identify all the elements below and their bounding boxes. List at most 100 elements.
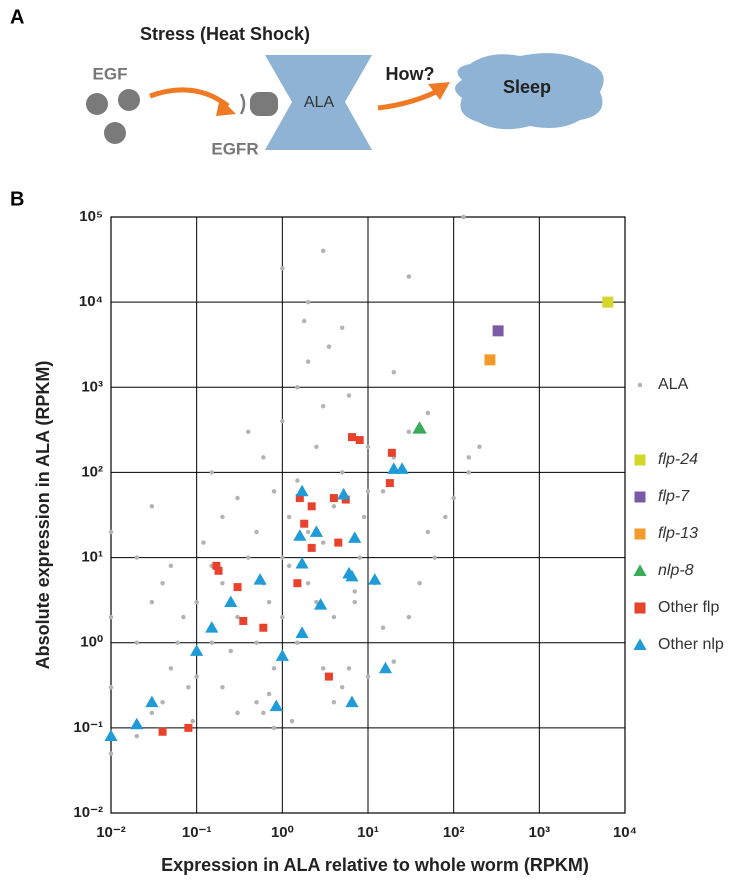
point: [209, 470, 215, 475]
y-tick-label: 10³: [81, 378, 103, 395]
point: [235, 495, 240, 501]
point: [347, 433, 356, 442]
point: [168, 563, 174, 569]
arrow: [149, 87, 230, 108]
point: [345, 569, 359, 582]
x-axis-label: Expression in ALA relative to whole worm…: [161, 855, 589, 875]
point: [271, 489, 277, 494]
y-tick-label: 10²: [81, 463, 103, 480]
point: [134, 733, 140, 739]
point: [280, 555, 285, 560]
point: [269, 699, 283, 712]
point: [239, 616, 248, 625]
point: [331, 614, 337, 620]
point: [391, 370, 397, 375]
point: [280, 418, 285, 424]
point: [271, 725, 277, 731]
point: [259, 623, 268, 632]
point: [352, 599, 357, 605]
point: [214, 566, 223, 575]
point: [492, 325, 504, 337]
point: [235, 710, 240, 716]
point: [314, 599, 319, 605]
point: [212, 561, 221, 570]
point: [355, 436, 364, 445]
point: [307, 543, 316, 552]
egf-molecule: [118, 89, 140, 111]
point: [134, 555, 140, 560]
point: [406, 614, 412, 620]
point: [331, 504, 337, 509]
y-axis-label: Absolute expression in ALA (RPKM): [33, 361, 53, 670]
point: [309, 525, 324, 537]
egf-molecule: [104, 122, 126, 144]
point: [145, 695, 159, 708]
point: [245, 555, 251, 560]
point: [602, 296, 614, 308]
point: [108, 751, 114, 756]
point: [228, 648, 234, 654]
point: [275, 649, 289, 661]
point: [266, 599, 272, 605]
egfr-receptor: [250, 92, 278, 116]
point: [334, 538, 343, 547]
point: [149, 599, 155, 605]
point: [320, 540, 326, 545]
legend-marker: [633, 638, 647, 650]
point: [181, 614, 186, 620]
point: [368, 573, 382, 585]
point: [380, 625, 386, 630]
legend-marker: [634, 528, 646, 540]
point: [339, 325, 345, 331]
point: [289, 718, 295, 724]
point: [295, 478, 300, 483]
point: [417, 580, 422, 586]
y-tick-label: 10⁻¹: [73, 719, 103, 736]
egf-label: EGF: [93, 64, 128, 83]
point: [266, 691, 272, 697]
arrow: [377, 87, 442, 111]
point: [406, 274, 412, 279]
x-tick-label: 10²: [443, 824, 465, 841]
point: [220, 580, 225, 586]
legend-label: flp-24: [658, 451, 698, 468]
x-tick-label: 10¹: [357, 824, 379, 841]
point: [329, 494, 338, 503]
panel-a: A Stress (Heat Shock) EGF EGFR ALA How? …: [10, 6, 604, 158]
point: [224, 595, 238, 608]
point: [320, 403, 326, 409]
egfr-label: EGFR: [211, 139, 258, 158]
point: [443, 514, 448, 520]
point: [461, 214, 466, 220]
point: [286, 563, 292, 569]
point: [352, 589, 357, 594]
point: [320, 248, 326, 254]
point: [261, 455, 266, 460]
point: [295, 385, 300, 390]
point: [280, 266, 285, 271]
point: [190, 718, 195, 724]
point: [261, 710, 266, 716]
point: [406, 429, 412, 435]
point: [387, 462, 401, 474]
point: [326, 344, 332, 349]
point: [324, 672, 333, 681]
point: [425, 529, 431, 535]
point: [295, 626, 309, 638]
point: [233, 583, 242, 592]
point: [395, 462, 409, 474]
point: [300, 519, 309, 528]
point: [477, 444, 482, 450]
point: [293, 529, 307, 541]
legend-marker: [634, 491, 646, 503]
point: [320, 666, 326, 671]
point: [286, 514, 292, 520]
point: [158, 727, 167, 736]
point: [149, 504, 155, 509]
legend-label: Other flp: [658, 599, 719, 616]
point: [245, 429, 251, 435]
point: [149, 710, 155, 716]
point: [484, 354, 496, 366]
point: [190, 644, 204, 656]
point: [186, 684, 191, 690]
